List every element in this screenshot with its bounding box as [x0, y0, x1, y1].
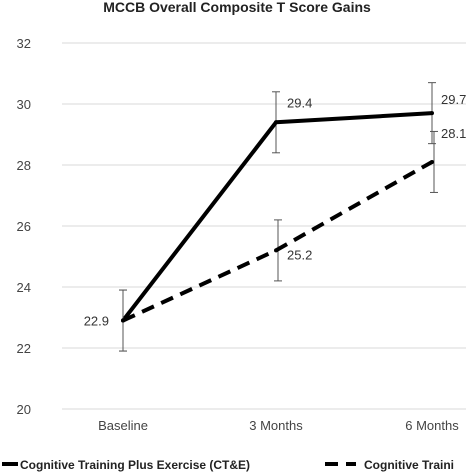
data-point-s2-2 — [430, 159, 434, 164]
data-point-s1-2 — [430, 111, 434, 116]
data-label-s1-1: 29.4 — [287, 95, 312, 110]
series-lines: 22.9 29.4 29.7 25.2 28.1 — [84, 82, 466, 352]
series-1: 22.9 29.4 29.7 — [84, 82, 466, 352]
series-line-1 — [121, 111, 433, 322]
x-axis-tick-labels: Baseline 3 Months 6 Months — [98, 418, 459, 433]
data-point-s2-0 — [121, 318, 125, 323]
data-point-s2-1 — [274, 248, 278, 253]
chart-title: MCCB Overall Composite T Score Gains — [103, 0, 371, 15]
series-2: 25.2 28.1 — [119, 126, 466, 352]
y-tick-label-20: 20 — [17, 402, 31, 417]
legend: Cognitive Training Plus Exercise (CT&E) C… — [2, 458, 454, 472]
y-tick-label-24: 24 — [17, 280, 31, 295]
data-label-s2-2: 28.1 — [441, 126, 466, 141]
legend-label-1: Cognitive Training Plus Exercise (CT&E) — [20, 458, 250, 472]
y-tick-label-26: 26 — [17, 219, 31, 234]
data-point-s1-1 — [274, 120, 278, 125]
y-axis-tick-labels: 20 22 24 26 28 30 32 — [17, 36, 31, 417]
gridlines — [62, 42, 466, 410]
y-tick-label-28: 28 — [17, 158, 31, 173]
x-tick-label-baseline: Baseline — [98, 418, 148, 433]
y-tick-label-32: 32 — [17, 36, 31, 51]
y-tick-label-22: 22 — [17, 341, 31, 356]
legend-label-2: Cognitive Traini — [364, 458, 454, 472]
data-label-s1-2: 29.7 — [441, 92, 466, 107]
y-tick-label-30: 30 — [17, 97, 31, 112]
x-tick-label-6-months: 6 Months — [405, 418, 459, 433]
data-label-s1-0: 22.9 — [84, 314, 109, 329]
data-label-s2-1: 25.2 — [287, 247, 312, 262]
x-tick-label-3-months: 3 Months — [249, 418, 303, 433]
